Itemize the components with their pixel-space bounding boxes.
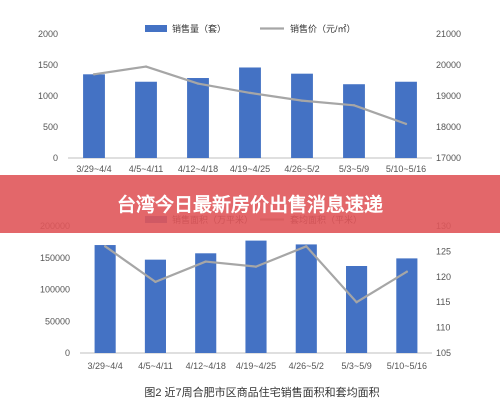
bar (239, 67, 261, 158)
line-point (305, 245, 308, 248)
bar (295, 244, 317, 353)
y-tick-label: 2000 (38, 29, 58, 39)
sales-area-chart: 0500001000001500002000001051101151201251… (40, 214, 451, 371)
y2-tick-label: 21000 (436, 29, 461, 39)
x-tick-label: 3/29~4/4 (87, 361, 122, 371)
y-tick-label: 0 (65, 348, 70, 358)
x-tick-label: 4/19~4/25 (230, 164, 270, 174)
y-tick-label: 500 (43, 122, 58, 132)
x-tick-label: 5/10~5/16 (387, 361, 427, 371)
line-point (300, 99, 304, 102)
x-tick-label: 4/19~4/25 (236, 361, 276, 371)
y-tick-label: 150000 (40, 253, 70, 263)
legend-label-line: 销售价（元/㎡） (290, 23, 356, 34)
y2-tick-label: 110 (436, 323, 450, 333)
bar (83, 74, 105, 158)
y2-tick-label: 17000 (436, 153, 461, 163)
bar (187, 78, 209, 158)
line-point (254, 265, 258, 268)
bar (395, 81, 417, 158)
y2-tick-label: 18000 (436, 122, 461, 132)
line-point (103, 245, 107, 248)
bar (135, 81, 157, 158)
x-tick-label: 3/29~4/4 (76, 164, 111, 174)
bar (94, 245, 116, 353)
line-point (248, 91, 252, 95)
bar (343, 84, 365, 158)
x-tick-label: 4/26~5/2 (284, 164, 319, 174)
line-point (404, 122, 408, 126)
y2-tick-label: 19000 (436, 91, 461, 101)
x-tick-label: 4/5~4/11 (138, 361, 173, 371)
figure-caption: 图2 近7周合肥市区商品住宅销售面积和套均面积 (144, 385, 379, 399)
y2-tick-label: 105 (436, 348, 451, 358)
line-point (144, 65, 148, 68)
line-point (405, 270, 409, 273)
x-tick-label: 5/10~5/16 (386, 164, 426, 174)
bar (144, 259, 166, 353)
x-tick-label: 4/26~5/2 (289, 361, 324, 371)
y-tick-label: 1000 (38, 91, 58, 101)
line-point (204, 260, 207, 263)
legend-label-bar: 销售量（套） (172, 23, 226, 34)
y2-tick-label: 20000 (436, 60, 461, 70)
banner-title: 台湾今日最新房价出售消息速递 (117, 193, 383, 216)
line-point (196, 82, 200, 85)
line-point (154, 280, 157, 284)
y-tick-label: 1500 (38, 60, 58, 70)
line-point (355, 301, 358, 304)
bar (245, 240, 267, 353)
y-tick-label: 100000 (40, 285, 70, 295)
x-tick-label: 4/5~4/11 (129, 164, 164, 174)
x-tick-label: 5/3~5/9 (341, 361, 371, 371)
y2-tick-label: 125 (436, 246, 451, 256)
legend-swatch-bar (145, 25, 167, 32)
x-tick-label: 5/3~5/9 (339, 164, 369, 174)
bar (291, 73, 313, 158)
y2-tick-label: 120 (436, 272, 451, 282)
x-tick-label: 4/12~4/18 (186, 361, 226, 371)
y-tick-label: 50000 (45, 316, 70, 326)
bar (346, 266, 368, 353)
sales-volume-price-chart: 0 500 1000 1500 2000 17000 18000 19000 20000 2100… (38, 23, 461, 174)
banner-background (0, 175, 500, 233)
bar (396, 258, 418, 353)
line-point (352, 104, 356, 107)
banner: 台湾今日最新房价出售消息速递 (0, 175, 500, 233)
y-tick-label: 0 (53, 153, 58, 163)
x-tick-label: 4/12~4/18 (178, 164, 218, 174)
bar (195, 253, 217, 353)
line-point (92, 73, 96, 76)
y2-tick-label: 115 (436, 297, 450, 307)
